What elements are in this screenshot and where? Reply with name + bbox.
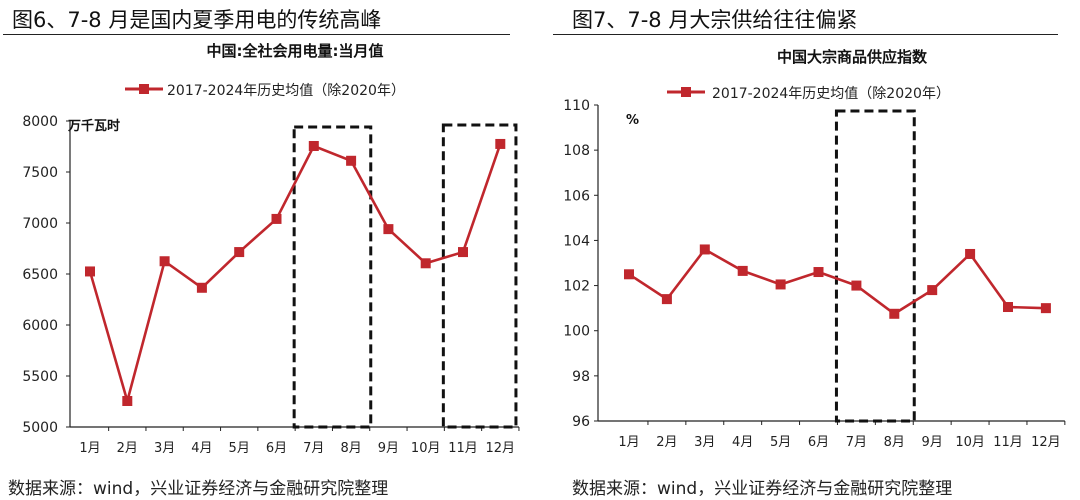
x-tick-label: 8月 <box>340 441 361 456</box>
x-tick-label: 1月 <box>79 441 100 456</box>
figure-title-right: 图7、7-8 月大宗供给往往偏紧 <box>572 8 858 32</box>
x-tick-label: 10月 <box>411 441 441 456</box>
y-tick-label: 6500 <box>22 267 58 283</box>
source-note-left: 数据来源：wind，兴业证券经济与金融研究院整理 <box>8 479 389 499</box>
data-point-8月 <box>346 155 357 166</box>
data-point-11月 <box>458 247 468 258</box>
data-point-5月 <box>234 247 245 258</box>
x-tick-label: 9月 <box>922 435 943 450</box>
legend-label: 2017-2024年历史均值（除2020年） <box>167 83 405 99</box>
x-tick-label: 2月 <box>656 435 677 450</box>
y-tick-label: 106 <box>563 188 590 204</box>
data-point-6月 <box>271 213 282 224</box>
x-tick-label: 1月 <box>618 435 639 450</box>
y-tick-label: 96 <box>572 414 590 430</box>
x-tick-label: 5月 <box>770 435 791 450</box>
x-tick-label: 5月 <box>229 441 250 456</box>
figure-title-left: 图6、7-8 月是国内夏季用电的传统高峰 <box>12 8 382 32</box>
data-point-11月 <box>1003 302 1013 313</box>
x-tick-label: 3月 <box>694 435 715 450</box>
data-point-7月 <box>308 140 319 151</box>
y-tick-label: 5000 <box>22 420 58 436</box>
data-point-1月 <box>624 269 634 280</box>
legend-label: 2017-2024年历史均值（除2020年） <box>712 86 950 102</box>
x-tick-label: 7月 <box>303 441 324 456</box>
x-tick-label: 12月 <box>1031 435 1061 450</box>
series-line <box>88 143 502 406</box>
highlight-box <box>834 109 916 423</box>
x-tick-label: 6月 <box>266 441 287 456</box>
title-divider-right <box>553 34 1058 35</box>
x-tick-label: 8月 <box>884 435 905 450</box>
x-tick-label: 2月 <box>117 441 138 456</box>
data-point-12月 <box>495 138 506 149</box>
x-tick-label: 9月 <box>378 441 399 456</box>
x-tick-label: 11月 <box>448 441 478 456</box>
y-tick-label: 7000 <box>22 216 58 232</box>
data-point-2月 <box>661 294 672 305</box>
y-tick-label: 100 <box>563 324 590 340</box>
data-point-9月 <box>383 224 394 235</box>
data-point-8月 <box>889 308 900 319</box>
data-point-1月 <box>85 266 95 277</box>
data-point-5月 <box>775 279 786 290</box>
y-tick-label: 5500 <box>22 369 58 385</box>
y-tick-label: 98 <box>572 369 590 385</box>
chart-title: 中国:全社会用电量:当月值 <box>207 42 384 60</box>
chart-title: 中国大宗商品供应指数 <box>777 48 928 66</box>
highlight-box <box>292 125 373 429</box>
x-tick-label: 4月 <box>732 435 753 450</box>
y-tick-label: 102 <box>563 279 590 295</box>
data-point-7月 <box>851 280 862 291</box>
data-point-10月 <box>420 258 431 269</box>
x-tick-label: 12月 <box>486 441 516 456</box>
legend-marker <box>139 84 149 94</box>
x-tick-label: 7月 <box>846 435 867 450</box>
data-point-9月 <box>927 285 938 296</box>
y-tick-label: 6000 <box>22 318 58 334</box>
legend-marker <box>681 87 691 97</box>
x-tick-label: 6月 <box>808 435 829 450</box>
source-note-right: 数据来源：wind，兴业证券经济与金融研究院整理 <box>572 479 953 499</box>
y-tick-label: 8000 <box>22 114 58 130</box>
data-point-12月 <box>1040 303 1051 314</box>
y-tick-label: 7500 <box>22 165 58 181</box>
legend: 2017-2024年历史均值（除2020年） <box>125 83 405 99</box>
data-point-10月 <box>965 248 976 259</box>
data-point-2月 <box>122 395 133 406</box>
series-line <box>628 247 1046 316</box>
x-tick-label: 4月 <box>191 441 212 456</box>
x-tick-label: 3月 <box>154 441 175 456</box>
unit-label: 万千瓦时 <box>67 118 120 134</box>
data-point-4月 <box>737 265 748 276</box>
y-tick-label: 104 <box>563 233 590 249</box>
chart-electricity: 中国:全社会用电量:当月值 2017-2024年历史均值（除2020年） 万千瓦… <box>22 42 520 456</box>
x-tick-label: 10月 <box>955 435 985 450</box>
data-point-3月 <box>159 256 170 267</box>
data-point-3月 <box>699 244 710 255</box>
legend: 2017-2024年历史均值（除2020年） <box>667 86 950 102</box>
highlight-box <box>441 123 518 429</box>
chart-commodity-supply: 中国大宗商品供应指数 2017-2024年历史均值（除2020年） % 96 98… <box>563 48 1066 450</box>
data-point-6月 <box>813 267 824 278</box>
y-tick-label: 108 <box>563 143 590 159</box>
unit-label: % <box>626 113 639 128</box>
y-tick-label: 110 <box>563 98 590 114</box>
title-divider-left <box>3 34 510 35</box>
x-tick-label: 11月 <box>993 435 1023 450</box>
data-point-4月 <box>196 282 207 293</box>
